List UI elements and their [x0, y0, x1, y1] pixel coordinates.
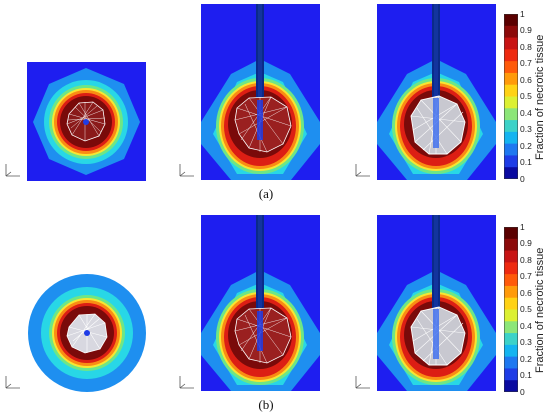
colorbar-swatch — [504, 167, 518, 179]
colorbar-tick-label: 0 — [520, 386, 525, 397]
colorbar-tick-label: 1 — [520, 221, 525, 232]
colorbar-tick-label: 0.7 — [520, 58, 532, 68]
colorbar-swatch — [504, 356, 518, 369]
axis-triad-a2 — [179, 164, 194, 177]
colorbar-b — [504, 227, 518, 392]
colorbar-tick-label: 0.5 — [520, 91, 532, 101]
colorbar-tick-label: 0.8 — [520, 41, 532, 52]
colorbar-swatch — [504, 227, 518, 240]
colorbar-tick-label: 0.4 — [520, 107, 532, 118]
panel-b-top-view — [27, 273, 147, 393]
ablation-map-b-side-1 — [201, 215, 320, 391]
axis-triad-b3 — [355, 376, 370, 389]
colorbar-swatch — [504, 120, 518, 133]
colorbar-tick-label: 1 — [520, 8, 525, 19]
colorbar-swatch — [504, 380, 518, 392]
colorbar-swatch — [504, 262, 518, 275]
colorbar-swatch — [504, 37, 518, 50]
axis-triad-b1 — [5, 376, 20, 389]
axis-triad-a1 — [5, 164, 20, 177]
colorbar-swatch — [504, 368, 518, 381]
colorbar-swatch — [504, 297, 518, 310]
colorbar-swatch — [504, 131, 518, 145]
colorbar-swatch — [504, 96, 518, 109]
colorbar-swatch — [504, 49, 518, 62]
colorbar-swatch — [504, 84, 518, 97]
colorbar-swatch — [504, 14, 518, 27]
panel-b-side-view-2 — [377, 215, 496, 391]
colorbar-swatch — [504, 309, 518, 322]
ablation-map-b-side-2 — [377, 215, 496, 391]
colorbar-tick-label: 0.6 — [520, 287, 532, 298]
colorbar-swatch — [504, 25, 518, 39]
colorbar-swatch — [504, 274, 518, 287]
colorbar-swatch — [504, 238, 518, 252]
colorbar-tick-label: 0.7 — [520, 271, 532, 281]
colorbar-tick-label: 0.2 — [520, 353, 532, 364]
colorbar-tick-label: 0.6 — [520, 74, 532, 85]
panel-a-top-view — [27, 62, 146, 181]
colorbar-swatch — [504, 344, 518, 358]
panel-b-side-view-1 — [201, 215, 320, 391]
colorbar-b-title: Fraction of necrotic tissue — [534, 247, 546, 373]
colorbar-tick-label: 0.2 — [520, 140, 532, 151]
colorbar-swatch — [504, 285, 518, 299]
colorbar-swatch — [504, 143, 518, 156]
ablation-map-a-side-2 — [377, 4, 496, 180]
colorbar-tick-label: 0.1 — [520, 370, 532, 380]
colorbar-swatch — [504, 321, 518, 334]
axis-triad-b2 — [179, 376, 194, 389]
colorbar-swatch — [504, 250, 518, 263]
colorbar-tick-label: 0.1 — [520, 157, 532, 167]
ablation-map-b-top — [28, 274, 146, 392]
caption-b: (b) — [258, 397, 274, 412]
colorbar-tick-label: 0.3 — [520, 124, 532, 134]
colorbar-tick-label: 0 — [520, 173, 525, 184]
colorbar-tick-label: 0.5 — [520, 304, 532, 314]
ablation-map-a-top — [27, 62, 146, 181]
colorbar-tick-label: 0.8 — [520, 254, 532, 265]
colorbar-swatch — [504, 333, 518, 346]
caption-a: (a) — [258, 186, 274, 201]
colorbar-swatch — [504, 108, 518, 121]
panel-a-side-view-2 — [377, 4, 496, 180]
colorbar-tick-label: 0.9 — [520, 25, 532, 35]
colorbar-swatch — [504, 61, 518, 74]
axis-triad-a3 — [355, 164, 370, 177]
colorbar-a — [504, 14, 518, 179]
panel-a-side-view-1 — [201, 4, 320, 180]
colorbar-tick-label: 0.9 — [520, 238, 532, 248]
colorbar-swatch — [504, 72, 518, 86]
ablation-map-a-side-1 — [201, 4, 320, 180]
colorbar-tick-label: 0.3 — [520, 337, 532, 347]
colorbar-swatch — [504, 155, 518, 168]
colorbar-tick-label: 0.4 — [520, 320, 532, 331]
colorbar-a-title: Fraction of necrotic tissue — [534, 34, 546, 160]
